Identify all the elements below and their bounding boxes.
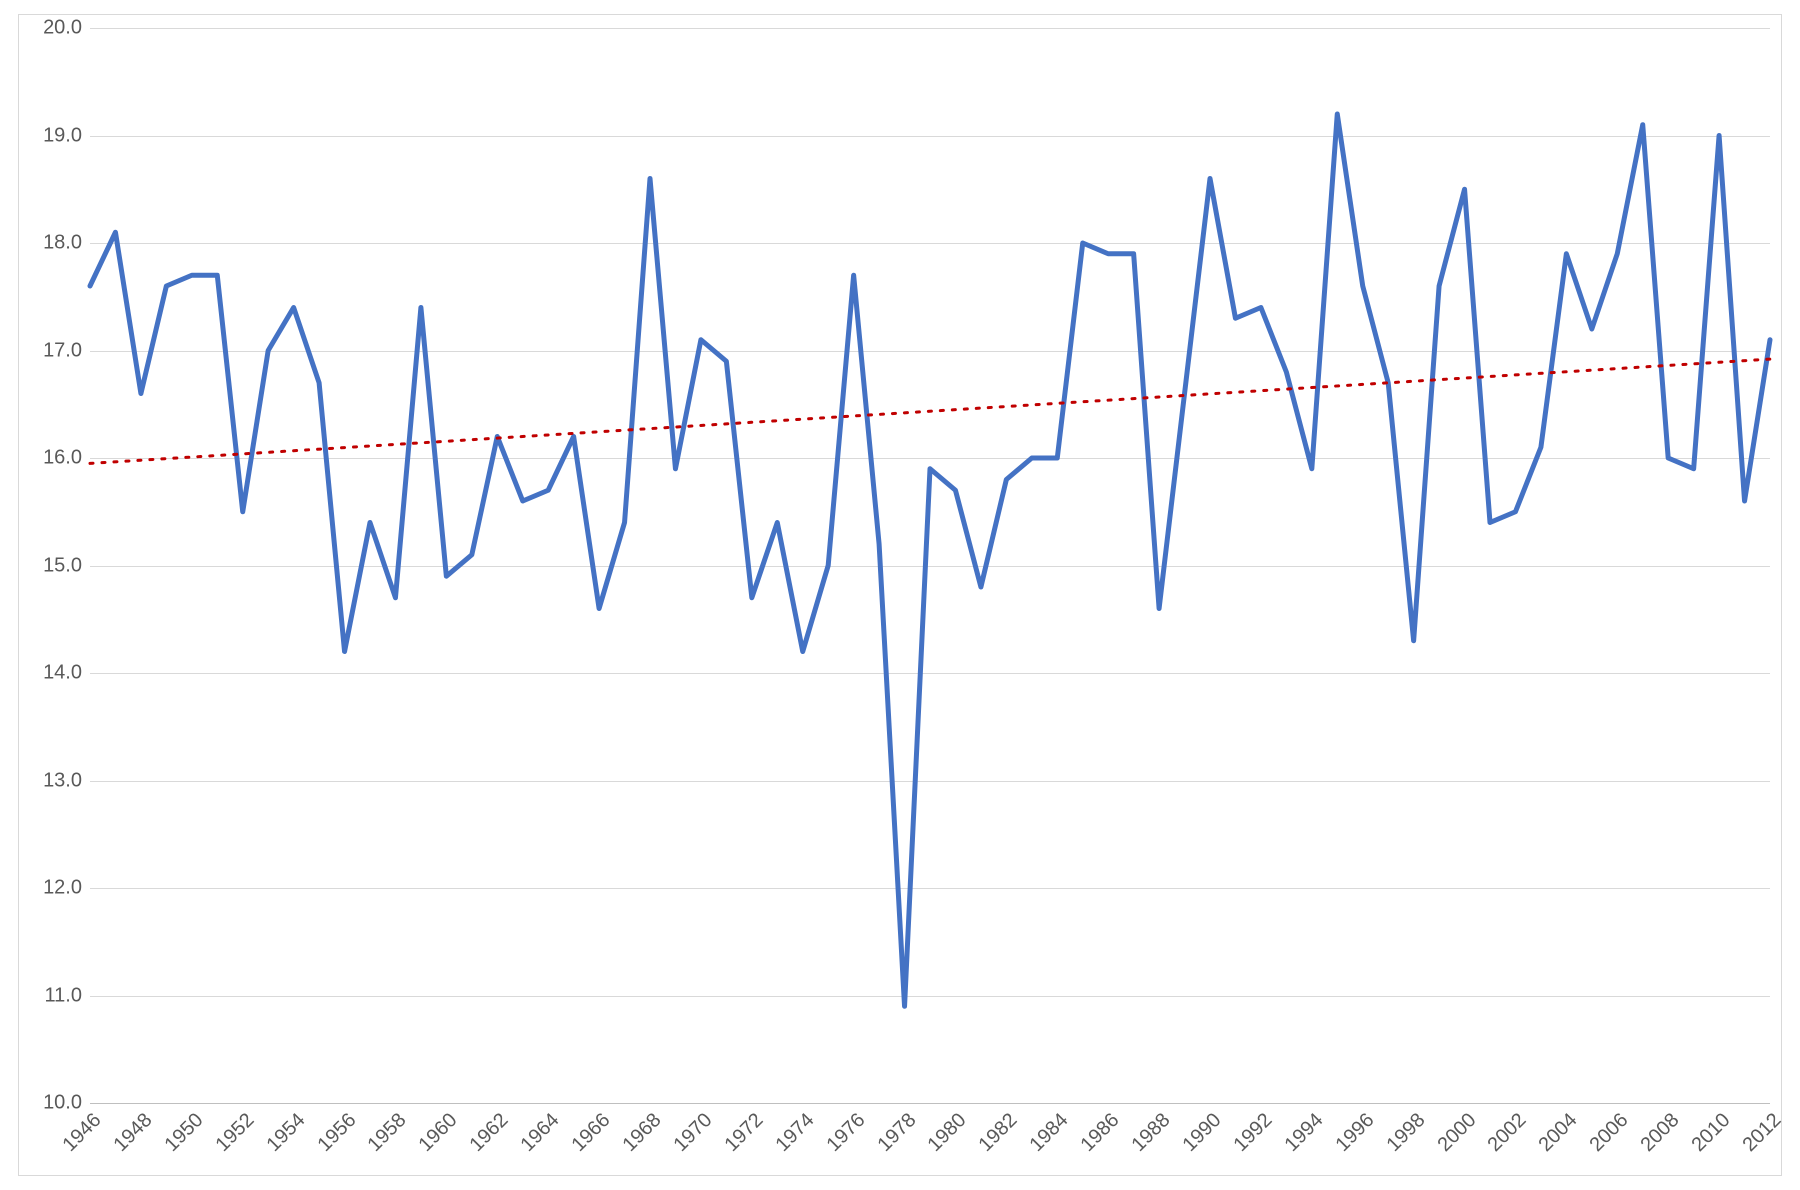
y-tick-label: 18.0 [43, 232, 90, 255]
series-line [90, 114, 1770, 1006]
y-tick-label: 11.0 [45, 984, 90, 1007]
gridline [90, 1103, 1770, 1104]
trend-line [90, 359, 1770, 463]
plot-area: 10.011.012.013.014.015.016.017.018.019.0… [90, 28, 1770, 1103]
y-tick-label: 20.0 [43, 17, 90, 40]
y-tick-label: 12.0 [43, 877, 90, 900]
chart-svg [90, 28, 1770, 1103]
y-tick-label: 17.0 [43, 339, 90, 362]
y-tick-label: 19.0 [43, 124, 90, 147]
y-tick-label: 14.0 [43, 662, 90, 685]
y-tick-label: 10.0 [43, 1092, 90, 1115]
y-tick-label: 16.0 [43, 447, 90, 470]
y-tick-label: 15.0 [43, 554, 90, 577]
y-tick-label: 13.0 [43, 769, 90, 792]
